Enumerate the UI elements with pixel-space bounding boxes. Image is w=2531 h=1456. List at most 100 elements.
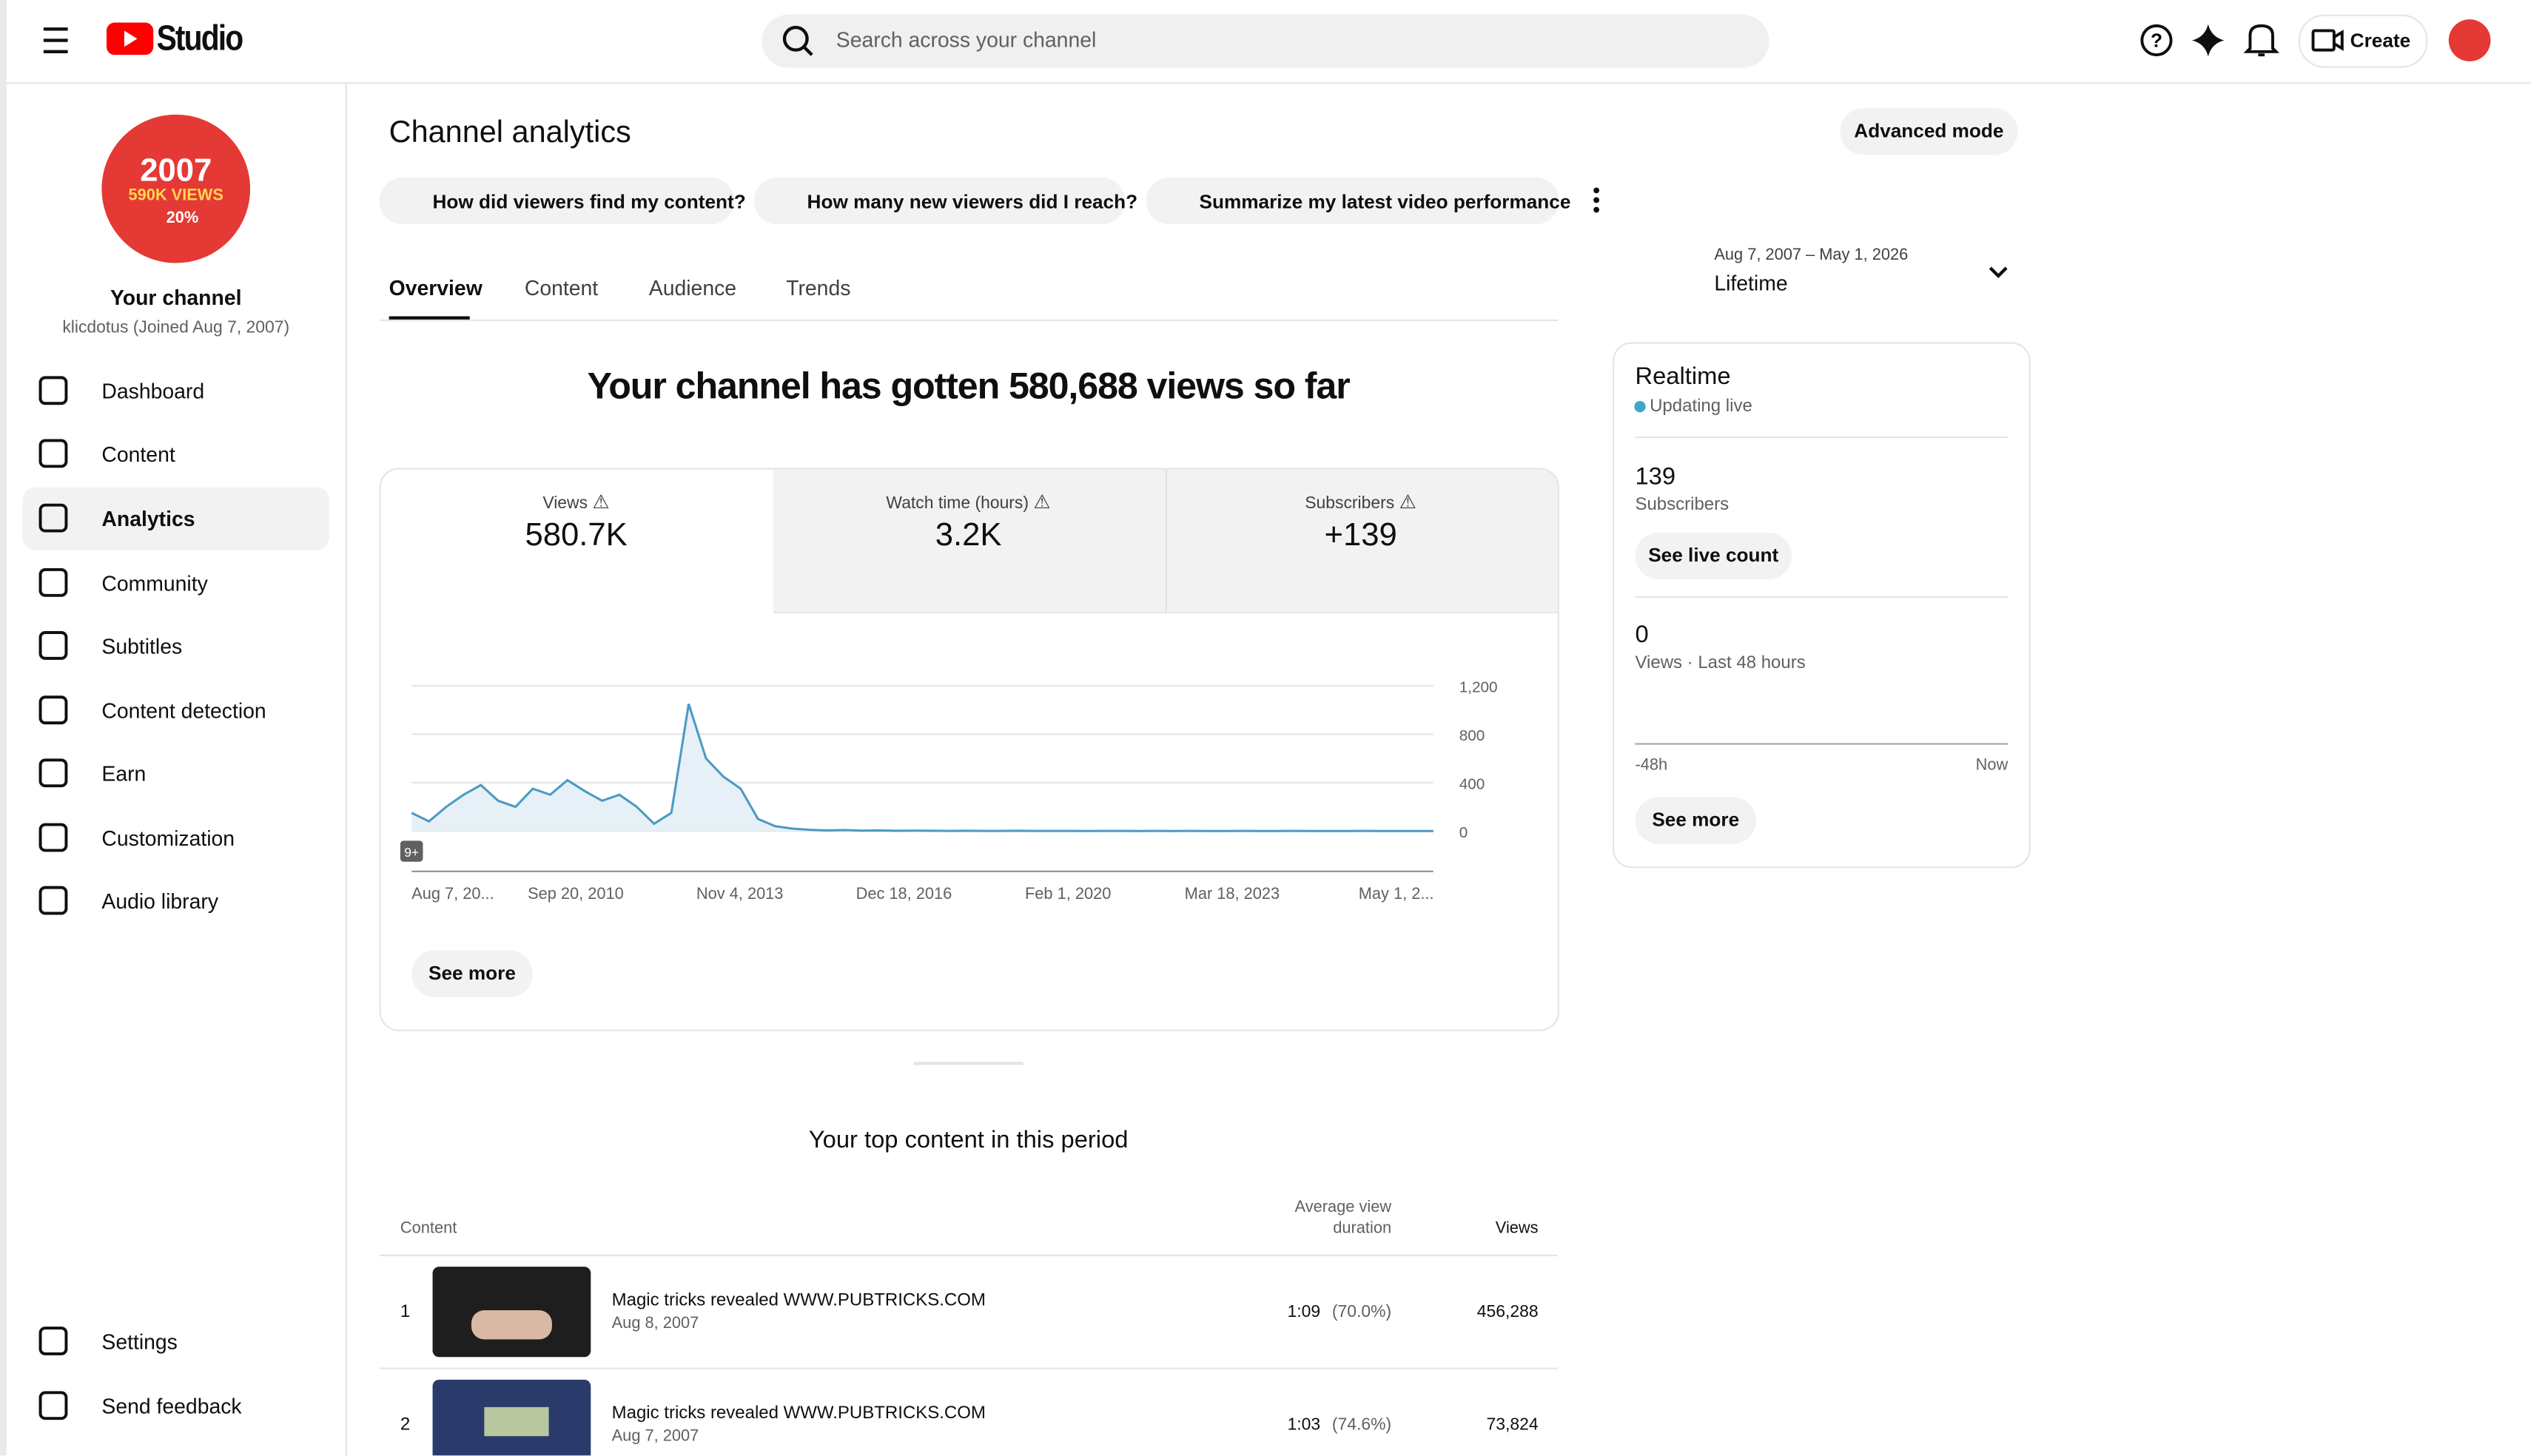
- headline: Your channel has gotten 580,688 views so…: [587, 364, 1351, 407]
- x-tick-label: Mar 18, 2023: [1185, 884, 1280, 903]
- metric-label[interactable]: Views ⚠: [542, 491, 610, 513]
- search-placeholder[interactable]: Search across your channel: [836, 27, 1097, 52]
- x-tick-label: Dec 18, 2016: [856, 884, 952, 903]
- prompt-label[interactable]: How did viewers find my content?: [432, 190, 746, 213]
- nav-item[interactable]: Earn: [101, 761, 147, 786]
- x-tick-label: Feb 1, 2020: [1025, 884, 1111, 903]
- nav-item[interactable]: Audio library: [101, 889, 219, 914]
- tab-divider: [379, 319, 1558, 322]
- row-rank: 1: [400, 1302, 411, 1322]
- account-avatar[interactable]: [2448, 19, 2491, 61]
- help-glyph: ?: [2151, 29, 2162, 51]
- tab[interactable]: Overview: [389, 275, 483, 300]
- tab[interactable]: Content: [524, 275, 599, 300]
- row-views: 456,288: [1476, 1302, 1539, 1322]
- metric-divider: [1165, 469, 1167, 612]
- metric-value[interactable]: +139: [1324, 518, 1397, 554]
- tab-underline: [389, 316, 470, 322]
- bell-icon[interactable]: [2243, 24, 2280, 57]
- nav-item[interactable]: Dashboard: [101, 379, 205, 404]
- realtime-subs-value: 139: [1635, 462, 1676, 491]
- more-icon[interactable]: [1593, 187, 1600, 213]
- video-title[interactable]: Magic tricks revealed WWW.PUBTRICKS.COM: [611, 1290, 986, 1311]
- row-views: 73,824: [1486, 1415, 1539, 1435]
- avg-percent: (70.0%): [1331, 1302, 1392, 1322]
- metric-value[interactable]: 3.2K: [935, 518, 1002, 554]
- badge-bg: [400, 840, 423, 862]
- see-live-count-button[interactable]: See live count: [1635, 532, 1792, 580]
- thumbnail-bill: [484, 1406, 549, 1437]
- warning-icon: ⚠: [1399, 491, 1417, 513]
- realtime-status: Updating live: [1650, 397, 1752, 417]
- metric-value[interactable]: 580.7K: [525, 518, 628, 554]
- realtime-axis-end: Now: [1975, 756, 2009, 775]
- nav-icon: [38, 886, 68, 915]
- selected-nav-bg: [22, 487, 329, 550]
- metric-label[interactable]: Subscribers ⚠: [1305, 491, 1417, 513]
- nav-item[interactable]: Community: [101, 571, 208, 596]
- nav-item[interactable]: Content detection: [101, 698, 266, 724]
- metrics-card: [379, 468, 1559, 1031]
- menu-icon[interactable]: [43, 27, 68, 53]
- metric-label[interactable]: Watch time (hours) ⚠: [886, 491, 1051, 513]
- nav-icon: [38, 1391, 68, 1420]
- avg-percent: (74.6%): [1331, 1415, 1392, 1435]
- thumbnail-hand: [471, 1310, 552, 1340]
- logo-play: [124, 30, 138, 47]
- realtime-axis-start: -48h: [1635, 756, 1668, 775]
- area-fill: [411, 704, 1433, 832]
- prompt-chip[interactable]: [753, 177, 1126, 225]
- search-box[interactable]: [762, 14, 1769, 68]
- avatar-views: 590K VIEWS: [129, 185, 223, 203]
- spark-icon[interactable]: [2191, 24, 2225, 57]
- avatar-percent: 20%: [167, 208, 199, 226]
- see-more-button[interactable]: See more: [411, 950, 533, 997]
- nav-item[interactable]: Analytics: [101, 506, 195, 531]
- nav-icon: [38, 758, 68, 788]
- see-more-button[interactable]: See more: [1635, 797, 1757, 844]
- logo-text: Studio: [156, 17, 244, 58]
- create-button[interactable]: [2298, 14, 2428, 68]
- nav-item[interactable]: Send feedback: [101, 1394, 242, 1419]
- date-dropdown-icon[interactable]: [1989, 266, 2008, 279]
- nav-item[interactable]: Customization: [101, 826, 235, 851]
- realtime-card: [1612, 342, 2031, 869]
- nav-item[interactable]: Subtitles: [101, 634, 183, 658]
- video-date: Aug 7, 2007: [611, 1428, 699, 1446]
- live-dot: [1634, 401, 1646, 413]
- y-tick-label: 400: [1459, 776, 1485, 793]
- x-tick-label: Aug 7, 20...: [411, 884, 494, 903]
- advanced-mode-button[interactable]: Advanced mode: [1840, 108, 2018, 155]
- nav-icon: [38, 695, 68, 725]
- prompt-chip[interactable]: [1146, 177, 1559, 225]
- y-tick-label: 800: [1459, 727, 1485, 744]
- help-icon[interactable]: [2140, 24, 2173, 57]
- nav-icon: [38, 567, 68, 597]
- avg-duration: 1:03: [1287, 1415, 1321, 1435]
- date-range[interactable]: Aug 7, 2007 – May 1, 2026: [1714, 246, 1909, 265]
- nav-icon: [38, 1327, 68, 1355]
- prompt-label[interactable]: Summarize my latest video performance: [1199, 190, 1571, 213]
- nav-icon: [38, 631, 68, 660]
- video-title[interactable]: Magic tricks revealed WWW.PUBTRICKS.COM: [611, 1403, 986, 1423]
- sidebar-border: [345, 84, 347, 1456]
- warning-icon: ⚠: [592, 491, 610, 513]
- prompt-chip[interactable]: [379, 177, 735, 225]
- tab[interactable]: Trends: [786, 275, 851, 300]
- nav-icon: [38, 503, 68, 533]
- tab[interactable]: Audience: [648, 275, 737, 300]
- date-period[interactable]: Lifetime: [1714, 271, 1788, 296]
- avatar-year: 2007: [140, 152, 212, 188]
- x-tick-label: May 1, 2...: [1359, 884, 1434, 903]
- realtime-title: Realtime: [1635, 363, 1731, 391]
- nav-icon: [38, 376, 68, 405]
- nav-item[interactable]: Content: [101, 442, 175, 467]
- nav-item[interactable]: Settings: [101, 1329, 178, 1354]
- create-label[interactable]: Create: [2350, 29, 2411, 52]
- nav-icon: [38, 439, 68, 468]
- prompt-label[interactable]: How many new viewers did I reach?: [807, 190, 1138, 213]
- metric-tab-bg: [773, 469, 1558, 613]
